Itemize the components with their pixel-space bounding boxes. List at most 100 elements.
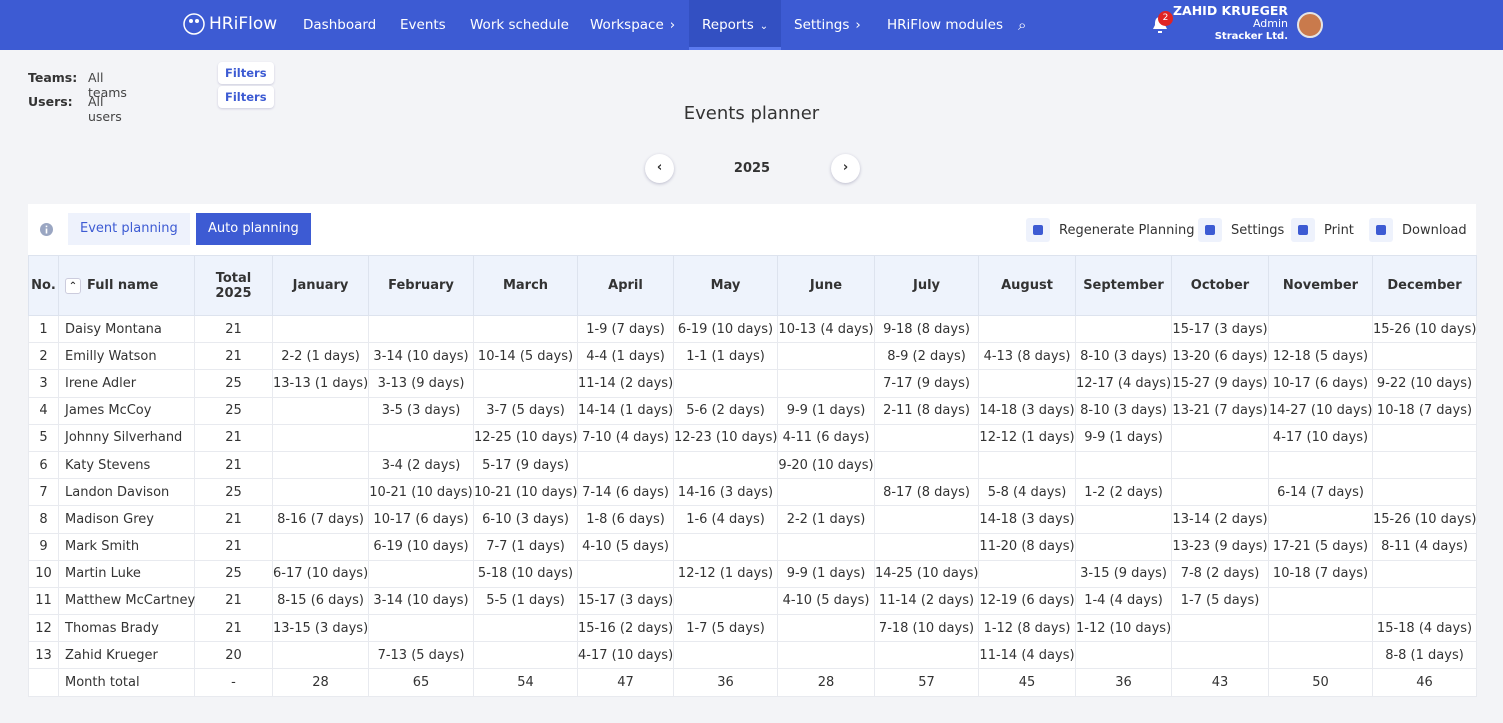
search-icon[interactable]: ⌕ [1018, 16, 1027, 34]
cell: 10-13 (4 days) [777, 314, 875, 344]
nav-item[interactable]: Workspace › [577, 0, 688, 50]
cell [272, 396, 369, 425]
nav-item[interactable]: HRiFlow modules [874, 0, 1016, 50]
table-row: 2 Emilly Watson 21 2-2 (1 days) 3-14 (10 day… [28, 342, 1477, 371]
cell: 3-15 (9 days) [1075, 559, 1172, 588]
cell: 12-18 (5 days) [1268, 342, 1373, 371]
action-button[interactable]: Print [1291, 218, 1354, 242]
cell: 21 [194, 614, 273, 643]
next-year[interactable]: › [831, 154, 860, 183]
nav-item[interactable]: Settings › [781, 0, 874, 50]
cell: 4-17 (10 days) [1268, 423, 1373, 452]
cell: 3-5 (3 days) [368, 396, 474, 425]
filter-button[interactable]: Filters [218, 62, 274, 84]
action-icon [1026, 218, 1050, 242]
cell [1171, 641, 1269, 670]
table-row: 6 Katy Stevens 21 3-4 (2 days) 5-17 (9 days)… [28, 450, 1477, 480]
icon-glyph [1376, 225, 1386, 235]
cell [777, 478, 875, 507]
cell: 8-10 (3 days) [1075, 342, 1172, 371]
tab[interactable]: Event planning [68, 213, 190, 245]
cell: 54 [473, 668, 578, 697]
cell: 3-13 (9 days) [368, 369, 474, 398]
cell: 10-17 (6 days) [368, 505, 474, 534]
action-button[interactable]: Download [1369, 218, 1467, 242]
notification-badge: 2 [1158, 11, 1173, 26]
cell: 5-8 (4 days) [978, 478, 1076, 507]
cell: 8-17 (8 days) [874, 478, 979, 507]
cell [1268, 505, 1373, 534]
cell: 47 [577, 668, 674, 697]
cell: 46 [1372, 668, 1477, 697]
cell: 5 [28, 423, 59, 452]
table-row: 7 Landon Davison 25 10-21 (10 days) 10-21 (1… [28, 478, 1477, 507]
cell: 10-18 (7 days) [1372, 396, 1477, 425]
cell: 9-9 (1 days) [777, 396, 875, 425]
cell [28, 668, 59, 697]
cell: 13-23 (9 days) [1171, 532, 1269, 561]
nav-item[interactable]: Events [387, 0, 459, 50]
table-row: 4 James McCoy 25 3-5 (3 days) 3-7 (5 days) 14… [28, 396, 1477, 425]
tab[interactable]: Auto planning [196, 213, 311, 245]
cell: 2-11 (8 days) [874, 396, 979, 425]
cell: 15-26 (10 days) [1372, 314, 1477, 344]
header-label: October [1190, 278, 1250, 293]
cell: 1-8 (6 days) [577, 505, 674, 534]
cell [1171, 450, 1269, 480]
column-header: March [473, 255, 578, 316]
cell: Thomas Brady [58, 614, 195, 643]
cell: 8-11 (4 days) [1372, 532, 1477, 561]
cell: 8-16 (7 days) [272, 505, 369, 534]
cell: 1-9 (7 days) [577, 314, 674, 344]
action-button[interactable]: Settings [1198, 218, 1284, 242]
action-icon [1369, 218, 1393, 242]
cell: 1-12 (8 days) [978, 614, 1076, 643]
action-label: Regenerate Planning [1059, 222, 1195, 238]
cell: 65 [368, 668, 474, 697]
cell: 8-9 (2 days) [874, 342, 979, 371]
cell: Daisy Montana [58, 314, 195, 344]
header-label: April [608, 278, 643, 293]
cell [1372, 478, 1477, 507]
avatar[interactable] [1297, 12, 1323, 38]
cell: 3-14 (10 days) [368, 586, 474, 616]
cell [1268, 586, 1373, 616]
action-button[interactable]: Regenerate Planning [1026, 218, 1194, 242]
nav-item[interactable]: Work schedule [457, 0, 582, 50]
cell: 21 [194, 532, 273, 561]
cell: Mark Smith [58, 532, 195, 561]
cell [874, 532, 979, 561]
header-label: June [809, 278, 843, 293]
cell: 4-13 (8 days) [978, 342, 1076, 371]
cell: 4-10 (5 days) [577, 532, 674, 561]
cell: 5-18 (10 days) [473, 559, 578, 588]
navbar: HRiFlow Dashboard Events Work schedule Work… [0, 0, 1503, 50]
cell [1268, 450, 1373, 480]
user-info[interactable]: ZAHID KRUEGER Admin Stracker Ltd. [1173, 4, 1288, 43]
cell: 15-26 (10 days) [1372, 505, 1477, 534]
cell [577, 450, 674, 480]
column-header[interactable]: ⌃ Full name [58, 255, 195, 316]
logo[interactable]: HRiFlow [183, 13, 277, 35]
cell: 10-18 (7 days) [1268, 559, 1373, 588]
cell: 10 [28, 559, 59, 588]
cell: 14-25 (10 days) [874, 559, 979, 588]
cell: 2-2 (1 days) [272, 342, 369, 371]
nav-label: Events [400, 17, 446, 33]
cell [1268, 314, 1373, 344]
cell: 1 [28, 314, 59, 344]
cell: 21 [194, 342, 273, 371]
prev-year[interactable]: ‹ [645, 154, 674, 183]
cell: 21 [194, 505, 273, 534]
nav-label: HRiFlow modules [887, 17, 1004, 33]
cell: James McCoy [58, 396, 195, 425]
nav-item[interactable]: Reports ⌄ [689, 0, 782, 50]
nav-item[interactable]: Dashboard [290, 0, 389, 50]
cell: 21 [194, 423, 273, 452]
cell: Madison Grey [58, 505, 195, 534]
cell: 5-6 (2 days) [673, 396, 778, 425]
cell: 6-19 (10 days) [673, 314, 778, 344]
filter-button[interactable]: Filters [218, 86, 274, 108]
cell [473, 614, 578, 643]
